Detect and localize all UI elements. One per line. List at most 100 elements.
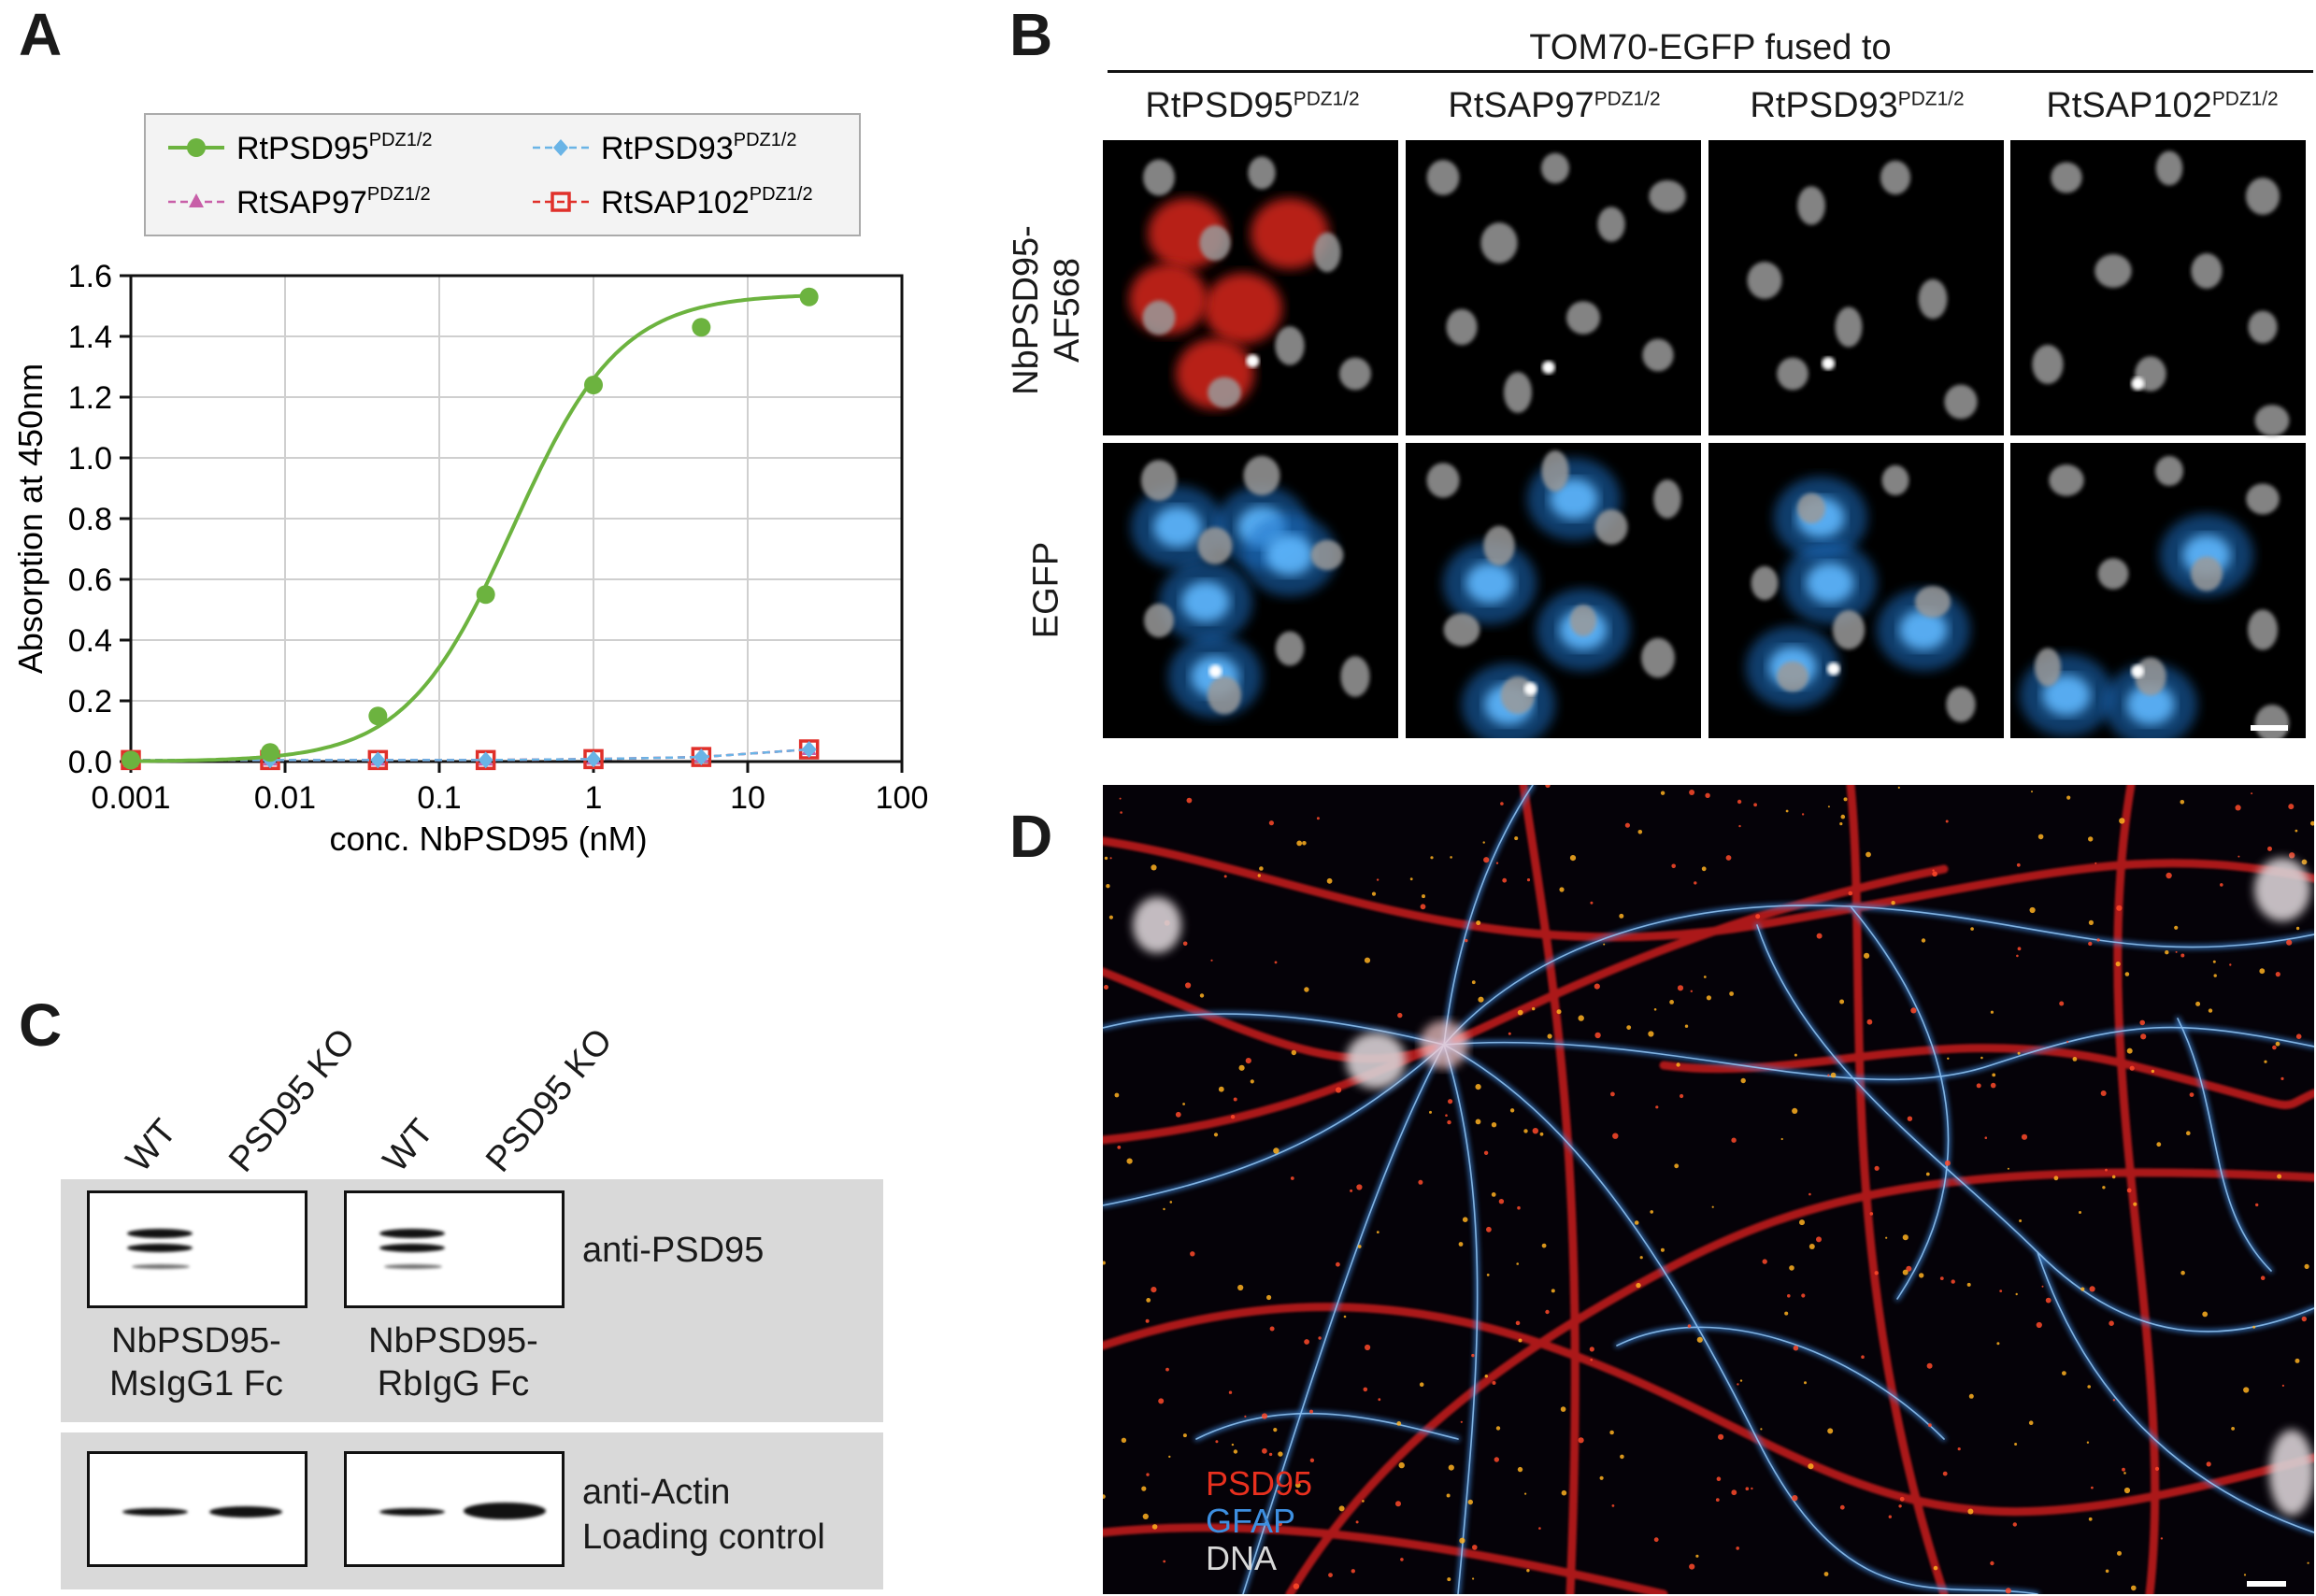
psd95-punctum	[2255, 1203, 2259, 1207]
psd95-punctum	[1864, 952, 1870, 959]
psd95-punctum	[2295, 1358, 2300, 1363]
psd95-punctum	[1925, 1172, 1930, 1176]
psd95-punctum	[1371, 891, 1377, 896]
data-point	[692, 318, 711, 337]
micrograph-r1-c4	[2010, 140, 2306, 436]
y-axis-label: Absorption at 450nm	[11, 363, 50, 674]
psd95-punctum	[1169, 1201, 1173, 1204]
psd95-punctum	[1483, 1150, 1489, 1155]
psd95-punctum	[1250, 1079, 1254, 1084]
psd95-punctum	[2088, 836, 2094, 842]
psd95-punctum	[1365, 1344, 1371, 1351]
psd95-punctum	[2180, 953, 2185, 958]
psd95-punctum	[1524, 1492, 1527, 1495]
psd95-punctum	[1603, 943, 1606, 946]
psd95-punctum	[1228, 1390, 1233, 1394]
psd95-punctum	[1526, 878, 1531, 882]
psd95-punctum	[2206, 1461, 2211, 1467]
psd95-punctum	[1967, 1508, 1974, 1515]
gfap-filament-core	[1195, 1412, 1459, 1440]
psd95-punctum	[2041, 1285, 2044, 1288]
x-tick-label: 10	[730, 780, 765, 816]
psd95-punctum	[1526, 1569, 1530, 1573]
psd95-punctum	[1244, 1415, 1247, 1418]
psd95-punctum	[1117, 1146, 1122, 1149]
psd95-punctum	[2123, 1487, 2131, 1494]
psd95-punctum	[1274, 961, 1278, 964]
psd95-punctum	[1715, 1498, 1720, 1502]
psd95-punctum	[1990, 1082, 1996, 1089]
psd95-punctum	[1976, 1083, 1981, 1089]
gfap-filament-core	[1616, 1326, 1945, 1440]
data-point	[478, 751, 493, 769]
psd95-punctum	[1350, 1189, 1353, 1192]
psd95-punctum	[1484, 1375, 1488, 1378]
psd95-punctum	[2037, 834, 2044, 840]
psd95-punctum	[2175, 950, 2178, 953]
psd95-punctum	[1897, 786, 1900, 789]
psd95-punctum	[1866, 1019, 1873, 1025]
psd95-punctum	[1780, 1137, 1783, 1141]
psd95-punctum	[1151, 1287, 1157, 1293]
psd95-punctum	[1182, 1103, 1185, 1105]
psd95-punctum	[1839, 822, 1843, 826]
psd95-punctum	[1984, 1136, 1988, 1139]
psd95-punctum	[1199, 993, 1205, 998]
psd95-punctum	[2275, 1041, 2280, 1047]
psd95-punctum	[2307, 1561, 2309, 1564]
psd95-dendrite	[1846, 785, 1949, 1594]
lane-label-ko-1: PSD95 KO	[222, 1020, 364, 1180]
psd95-punctum	[1114, 1092, 1120, 1098]
psd95-punctum	[1711, 1205, 1714, 1208]
psd95-punctum	[2281, 1384, 2284, 1387]
y-tick-label: 0.4	[68, 623, 112, 659]
psd95-punctum	[2304, 1263, 2309, 1269]
psd95-punctum	[2015, 1292, 2018, 1296]
psd95-punctum	[1980, 1056, 1983, 1060]
psd95-punctum	[1278, 1521, 1282, 1527]
psd95-punctum	[1343, 1315, 1347, 1318]
psd95-punctum	[1215, 1440, 1219, 1444]
psd95-punctum	[1560, 1406, 1566, 1412]
psd95-punctum	[1163, 1207, 1165, 1211]
psd95-punctum	[2156, 1142, 2162, 1147]
data-point	[370, 751, 386, 769]
psd95-punctum	[1559, 887, 1565, 892]
psd95-punctum	[1103, 1494, 1106, 1499]
psd95-punctum	[2259, 968, 2266, 975]
x-tick-label: 0.001	[91, 780, 170, 816]
psd95-punctum	[1104, 856, 1108, 861]
psd95-punctum	[1945, 819, 1949, 823]
psd95-punctum	[1142, 1513, 1149, 1519]
psd95-punctum	[2129, 1065, 2135, 1071]
psd95-punctum	[1498, 1199, 1505, 1204]
psd95-punctum	[2288, 804, 2295, 810]
psd95-punctum	[2160, 1537, 2164, 1540]
psd95-punctum	[2220, 883, 2223, 887]
psd95-punctum	[2036, 1321, 2042, 1329]
psd95-punctum	[1926, 1362, 1933, 1369]
psd95-punctum	[2115, 962, 2121, 967]
image-legend: PSD95 GFAP DNA	[1206, 1465, 1312, 1577]
gfap-filament-core	[2037, 1251, 2314, 1533]
psd95-punctum	[2231, 1427, 2235, 1431]
micrograph-r2-c1	[1103, 443, 1398, 738]
gfap-filament-core	[1242, 1044, 1445, 1594]
psd95-punctum	[1515, 1320, 1521, 1326]
psd95-punctum	[1787, 1294, 1791, 1298]
plot-frame	[129, 274, 904, 763]
psd95-punctum	[1928, 1423, 1932, 1428]
psd95-punctum	[1482, 841, 1485, 844]
psd95-punctum	[1951, 1279, 1955, 1284]
psd95-punctum	[1619, 913, 1624, 919]
psd95-punctum	[1745, 1487, 1750, 1490]
lane-label-wt-2: WT	[376, 1112, 442, 1180]
psd95-punctum	[1447, 1119, 1451, 1125]
series-RtSAP102	[121, 739, 820, 771]
psd95-punctum	[1690, 990, 1693, 992]
data-point	[693, 748, 709, 766]
psd95-punctum	[2079, 1211, 2081, 1214]
gfap-filament-core	[1443, 1044, 1479, 1594]
